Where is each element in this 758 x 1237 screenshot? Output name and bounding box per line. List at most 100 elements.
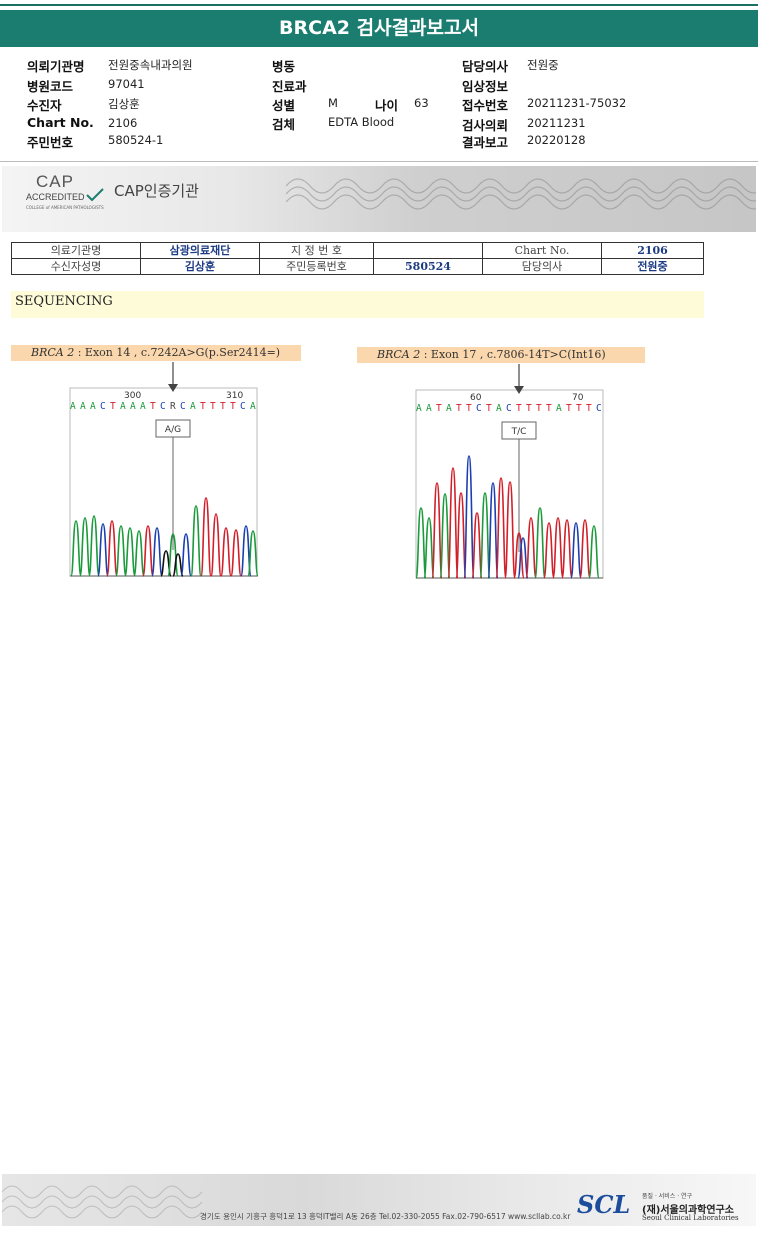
cap-logo: CAP ACCREDITED COLLEGE of AMERICAN PATHO… — [26, 172, 106, 212]
receipt-no-value: 20211231-75032 — [527, 96, 627, 110]
base-call: T — [210, 401, 216, 412]
base-call: A — [120, 401, 126, 412]
checkmark-icon — [86, 188, 104, 202]
base-call: C — [506, 403, 512, 414]
base-call: C — [476, 403, 482, 414]
table-cell: 주민등록번호 — [259, 258, 374, 275]
request-date-value: 20211231 — [527, 116, 586, 130]
institution-label: 의뢰기관명 — [27, 59, 85, 74]
top-rule — [0, 4, 758, 6]
base-call: T — [230, 401, 236, 412]
base-call: A — [556, 403, 562, 414]
trace-peak — [142, 525, 154, 577]
position-label: 70 — [572, 393, 584, 403]
trace-peak — [97, 523, 109, 577]
arrow-down-icon — [168, 384, 178, 392]
trace-peak — [543, 522, 555, 579]
gene-name: BRCA 2 — [377, 348, 421, 361]
trace-peak — [431, 482, 443, 579]
base-call: A — [90, 401, 96, 412]
trace-peak — [579, 519, 591, 579]
table-cell: 의료기관명 — [11, 242, 141, 259]
trace-peak — [70, 520, 82, 577]
base-call: T — [576, 403, 582, 414]
base-call: C — [180, 401, 186, 412]
trace-peak — [439, 493, 451, 579]
base-call: A — [140, 401, 146, 412]
trace-peak — [455, 492, 467, 579]
call-label: A/G — [165, 425, 181, 435]
base-call: A — [426, 403, 432, 414]
trace-peak — [230, 529, 242, 577]
trace-peak — [517, 537, 529, 579]
base-call: T — [220, 401, 226, 412]
trace-peak — [133, 530, 145, 577]
base-call: A — [70, 401, 76, 412]
footer-org-en: Seoul Clinical Laboratories — [642, 1214, 739, 1222]
trace-peak — [210, 513, 222, 577]
table-cell: Chart No. — [482, 242, 602, 259]
base-call: T — [516, 403, 522, 414]
doctor-label: 담당의사 — [462, 59, 509, 74]
table-row: 수신자성명 김상훈 주민등록번호 580524 담당의사 전원중 — [11, 258, 704, 275]
trace-peak — [525, 517, 537, 579]
base-call: T — [436, 403, 442, 414]
scl-logo: SCL — [577, 1190, 631, 1219]
hospital-code-label: 병원코드 — [27, 79, 74, 94]
footer-address: 경기도 용인시 기흥구 흥덕1로 13 흥덕IT밸리 A동 26층 Tel.02… — [200, 1212, 571, 1221]
trace-peak — [167, 533, 179, 577]
resident-no-label: 주민번호 — [27, 135, 74, 150]
report-date-value: 20220128 — [527, 133, 586, 147]
trace-peak — [180, 533, 192, 577]
patient-value: 김상훈 — [108, 97, 140, 111]
table-cell: 2106 — [601, 242, 704, 259]
request-date-label: 검사의뢰 — [462, 118, 509, 133]
trace-peak — [220, 527, 232, 577]
age-label: 나이 — [375, 98, 399, 113]
patient-label: 수진자 — [27, 98, 62, 113]
base-call: T — [150, 401, 156, 412]
position-label: 300 — [124, 391, 141, 401]
base-call: A — [496, 403, 502, 414]
sex-label: 성별 — [272, 98, 296, 113]
trace-peak — [247, 530, 259, 577]
trace-peak — [471, 512, 483, 579]
base-call: C — [100, 401, 106, 412]
base-call: A — [190, 401, 196, 412]
trace-peak — [495, 477, 507, 579]
base-call: R — [170, 401, 176, 412]
trace-peak — [79, 517, 91, 577]
base-call: T — [456, 403, 462, 414]
call-label: T/C — [511, 427, 527, 437]
base-call: C — [596, 403, 602, 414]
trace-peak — [479, 492, 491, 579]
arrow-down-icon — [514, 386, 524, 394]
table-cell: 삼광의료재단 — [140, 242, 260, 259]
wave-pattern — [286, 178, 756, 210]
variant-desc: : Exon 14 , c.7242A>G(p.Ser2414=) — [74, 346, 281, 359]
institution-value: 전원중속내과의원 — [108, 58, 193, 72]
cap-logo-text: CAP — [36, 172, 74, 191]
trace-peak — [190, 505, 202, 577]
ward-label: 병동 — [272, 59, 296, 74]
chromatogram-2: 60 70A A T A T T C T A C T T T T A T T T CT/C — [415, 364, 604, 579]
report-date-label: 결과보고 — [462, 135, 509, 150]
footer-org: (재)서울의과학연구소 — [642, 1205, 734, 1216]
trace-peak — [415, 507, 427, 579]
base-call: A — [80, 401, 86, 412]
table-cell: 580524 — [373, 258, 483, 275]
trace-peak — [513, 532, 525, 579]
trace-peak — [552, 517, 564, 579]
trace-peak — [534, 507, 546, 579]
variant-label-2: BRCA 2 : Exon 17 , c.7806-14T>C(Int16) — [357, 347, 645, 363]
receipt-no-label: 접수번호 — [462, 98, 509, 113]
table-cell: 담당의사 — [482, 258, 602, 275]
trace-peak — [115, 525, 127, 577]
table-cell: 전원중 — [601, 258, 704, 275]
table-cell — [373, 242, 483, 259]
footer-pattern — [2, 1185, 202, 1219]
table-cell: 수신자성명 — [11, 258, 141, 275]
trace-peak — [423, 517, 435, 579]
trace-peak — [487, 482, 499, 579]
